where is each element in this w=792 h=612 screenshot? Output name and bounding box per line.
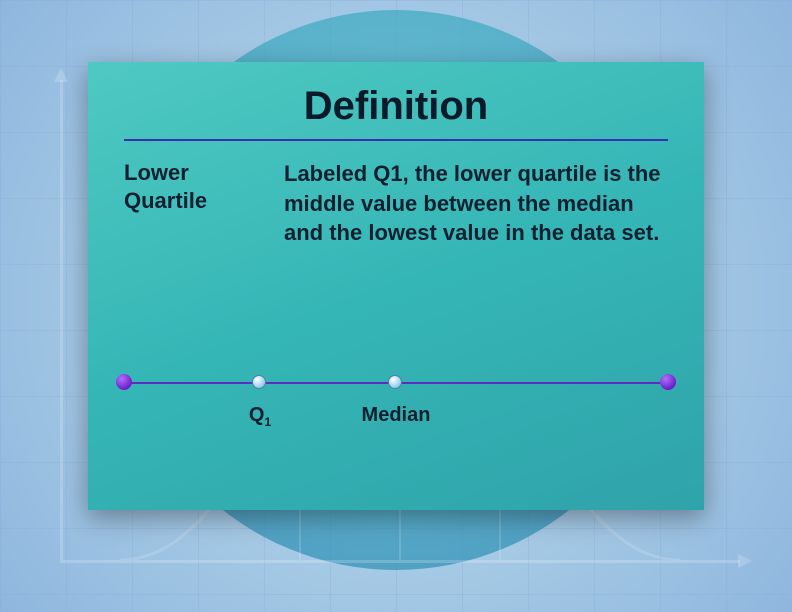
term-label: Lower Quartile (124, 159, 256, 248)
title-rule (124, 139, 668, 141)
marker-q1 (252, 375, 266, 389)
endpoint-max (660, 374, 676, 390)
marker-median (388, 375, 402, 389)
marker-label-median: Median (362, 404, 431, 427)
numberline-diagram: Q1 Median (88, 352, 704, 472)
definition-row: Lower Quartile Labeled Q1, the lower qua… (124, 159, 668, 248)
marker-label-q1: Q1 (249, 404, 271, 429)
x-axis-ghost (60, 560, 740, 563)
card-title: Definition (124, 84, 668, 139)
definition-text: Labeled Q1, the lower quartile is the mi… (284, 159, 668, 248)
endpoint-min (116, 374, 132, 390)
y-axis-ghost (60, 80, 63, 560)
definition-card: Definition Lower Quartile Labeled Q1, th… (88, 62, 704, 510)
